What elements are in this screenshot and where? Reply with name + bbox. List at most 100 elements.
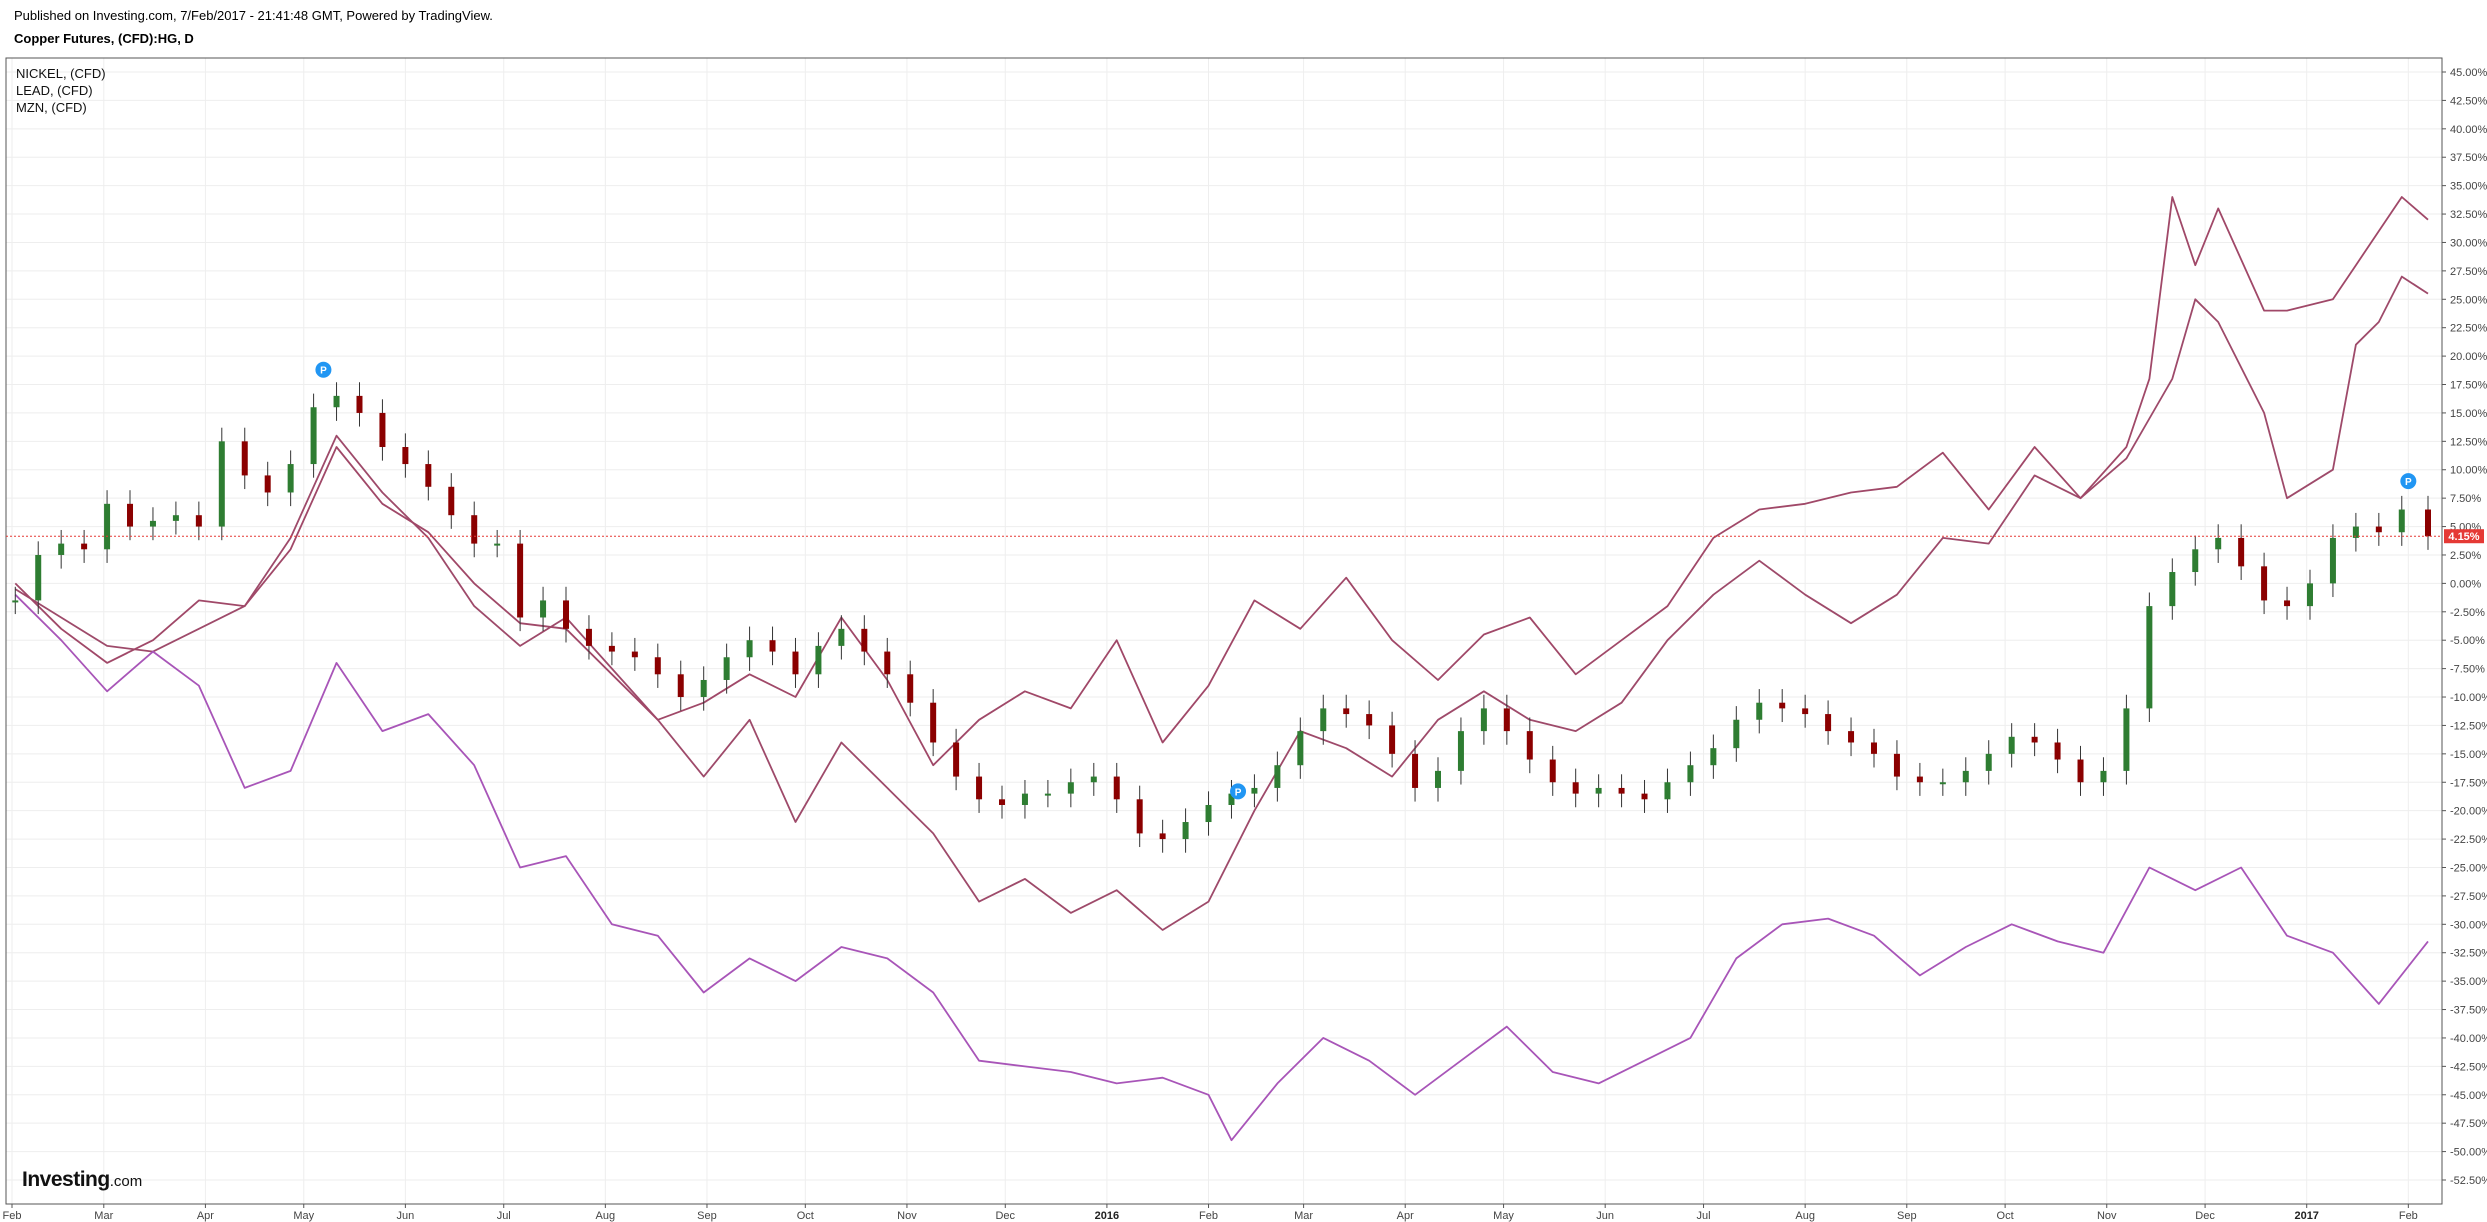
legend-item: NICKEL, (CFD) xyxy=(16,66,106,81)
candle-body xyxy=(631,651,638,658)
candle-body xyxy=(1274,765,1281,788)
candle-body xyxy=(1802,708,1809,715)
candle-body xyxy=(494,543,501,546)
y-tick-label: 30.00% xyxy=(2450,237,2487,249)
candle-body xyxy=(1090,776,1097,783)
candle-body xyxy=(379,412,386,448)
candle-body xyxy=(1503,708,1510,732)
candle-body xyxy=(2261,566,2268,601)
candle-body xyxy=(1343,708,1350,715)
y-tick-label: 7.50% xyxy=(2450,493,2481,505)
candle-body xyxy=(1366,714,1373,726)
x-tick-label: Feb xyxy=(1199,1210,1218,1222)
candle-body xyxy=(310,407,317,465)
candle-body xyxy=(1434,770,1441,788)
last-price: 4.15% xyxy=(6,529,2484,544)
candle-body xyxy=(425,464,432,487)
candle-body xyxy=(1825,714,1832,732)
candle-body xyxy=(2031,736,2038,743)
candle-body xyxy=(2238,537,2245,567)
candle-body xyxy=(1710,748,1717,766)
candle-body xyxy=(2146,606,2153,709)
last-price-badge xyxy=(2444,529,2484,544)
plot-frame xyxy=(5,57,2443,1205)
x-tick-label: Mar xyxy=(1294,1210,1313,1222)
candle-body xyxy=(585,628,592,646)
event-marker[interactable] xyxy=(2400,473,2417,490)
y-tick-label: 10.00% xyxy=(2450,465,2487,477)
candle-body xyxy=(241,441,248,476)
candle-body xyxy=(1848,731,1855,743)
candle-body xyxy=(976,776,983,800)
candle-body xyxy=(1044,793,1051,796)
x-tick-label: Oct xyxy=(1997,1210,2014,1222)
y-tick-label: -30.00% xyxy=(2450,919,2487,931)
marker-layer[interactable]: P P P xyxy=(315,361,2417,800)
logo-brand: Investing xyxy=(22,1168,110,1191)
event-marker[interactable] xyxy=(1230,783,1247,800)
x-tick-label: Mar xyxy=(94,1210,113,1222)
candle-body xyxy=(2398,509,2405,533)
candle-body xyxy=(12,600,19,603)
y-tick-label: -7.50% xyxy=(2450,664,2485,676)
y-tick-label: -5.00% xyxy=(2450,635,2485,647)
candle-body xyxy=(2284,600,2291,607)
candle-body xyxy=(2123,708,2130,771)
event-marker-label[interactable]: P xyxy=(1235,787,1242,798)
gridlines xyxy=(6,58,2442,1204)
candle-body xyxy=(1480,708,1487,732)
y-tick-label: 22.50% xyxy=(2450,323,2487,335)
candle-body xyxy=(1962,770,1969,783)
legend: NICKEL, (CFD) LEAD, (CFD) MZN, (CFD) xyxy=(16,66,106,115)
publish-info: Published on Investing.com, 7/Feb/2017 -… xyxy=(14,8,493,23)
y-tick-label: 37.50% xyxy=(2450,152,2487,164)
candle-body xyxy=(1687,765,1694,783)
candle-layer xyxy=(12,382,2431,853)
candle-body xyxy=(1136,799,1143,834)
candle-body xyxy=(1572,782,1579,794)
candle-body xyxy=(2306,583,2313,607)
x-tick-label: Aug xyxy=(1795,1210,1815,1222)
x-tick-label: Jul xyxy=(497,1210,511,1222)
candle-body xyxy=(1893,753,1900,777)
x-tick-label: Nov xyxy=(2097,1210,2117,1222)
series-line-nickel xyxy=(14,275,2429,931)
y-tick-label: 15.00% xyxy=(2450,408,2487,420)
candle-body xyxy=(953,742,960,777)
candle-body xyxy=(1916,776,1923,783)
y-tick-label: -42.50% xyxy=(2450,1061,2487,1073)
y-tick-label: 45.00% xyxy=(2450,67,2487,79)
candle-body xyxy=(264,475,271,493)
candle-body xyxy=(2329,537,2336,584)
y-tick-label: 17.50% xyxy=(2450,380,2487,392)
y-tick-label: -20.00% xyxy=(2450,806,2487,818)
y-tick-label: 12.50% xyxy=(2450,436,2487,448)
candle-body xyxy=(448,486,455,516)
x-tick-label: May xyxy=(293,1210,314,1222)
candle-body xyxy=(81,543,88,550)
y-tick-label: -27.50% xyxy=(2450,891,2487,903)
candle-body xyxy=(884,651,891,675)
x-tick-label: 2017 xyxy=(2294,1210,2318,1222)
candle-body xyxy=(1526,731,1533,760)
x-tick-label: May xyxy=(1493,1210,1514,1222)
candle-body xyxy=(2100,770,2107,783)
y-tick-label: -45.00% xyxy=(2450,1090,2487,1102)
x-tick-label: Sep xyxy=(1897,1210,1917,1222)
candle-body xyxy=(999,799,1006,805)
candle-body xyxy=(287,464,294,493)
candle-body xyxy=(1113,776,1120,800)
candle-body xyxy=(172,515,179,521)
candle-body xyxy=(654,657,661,675)
y-tick-label: -50.00% xyxy=(2450,1147,2487,1159)
event-marker-label[interactable]: P xyxy=(320,366,327,377)
y-tick-label: -52.50% xyxy=(2450,1175,2487,1187)
candle-body xyxy=(195,515,202,527)
last-price-label: 4.15% xyxy=(2448,531,2479,543)
candle-body xyxy=(815,645,822,675)
candle-body xyxy=(2425,509,2431,537)
event-marker[interactable] xyxy=(315,361,332,378)
event-marker-label[interactable]: P xyxy=(2405,477,2412,488)
candle-body xyxy=(1159,833,1166,840)
